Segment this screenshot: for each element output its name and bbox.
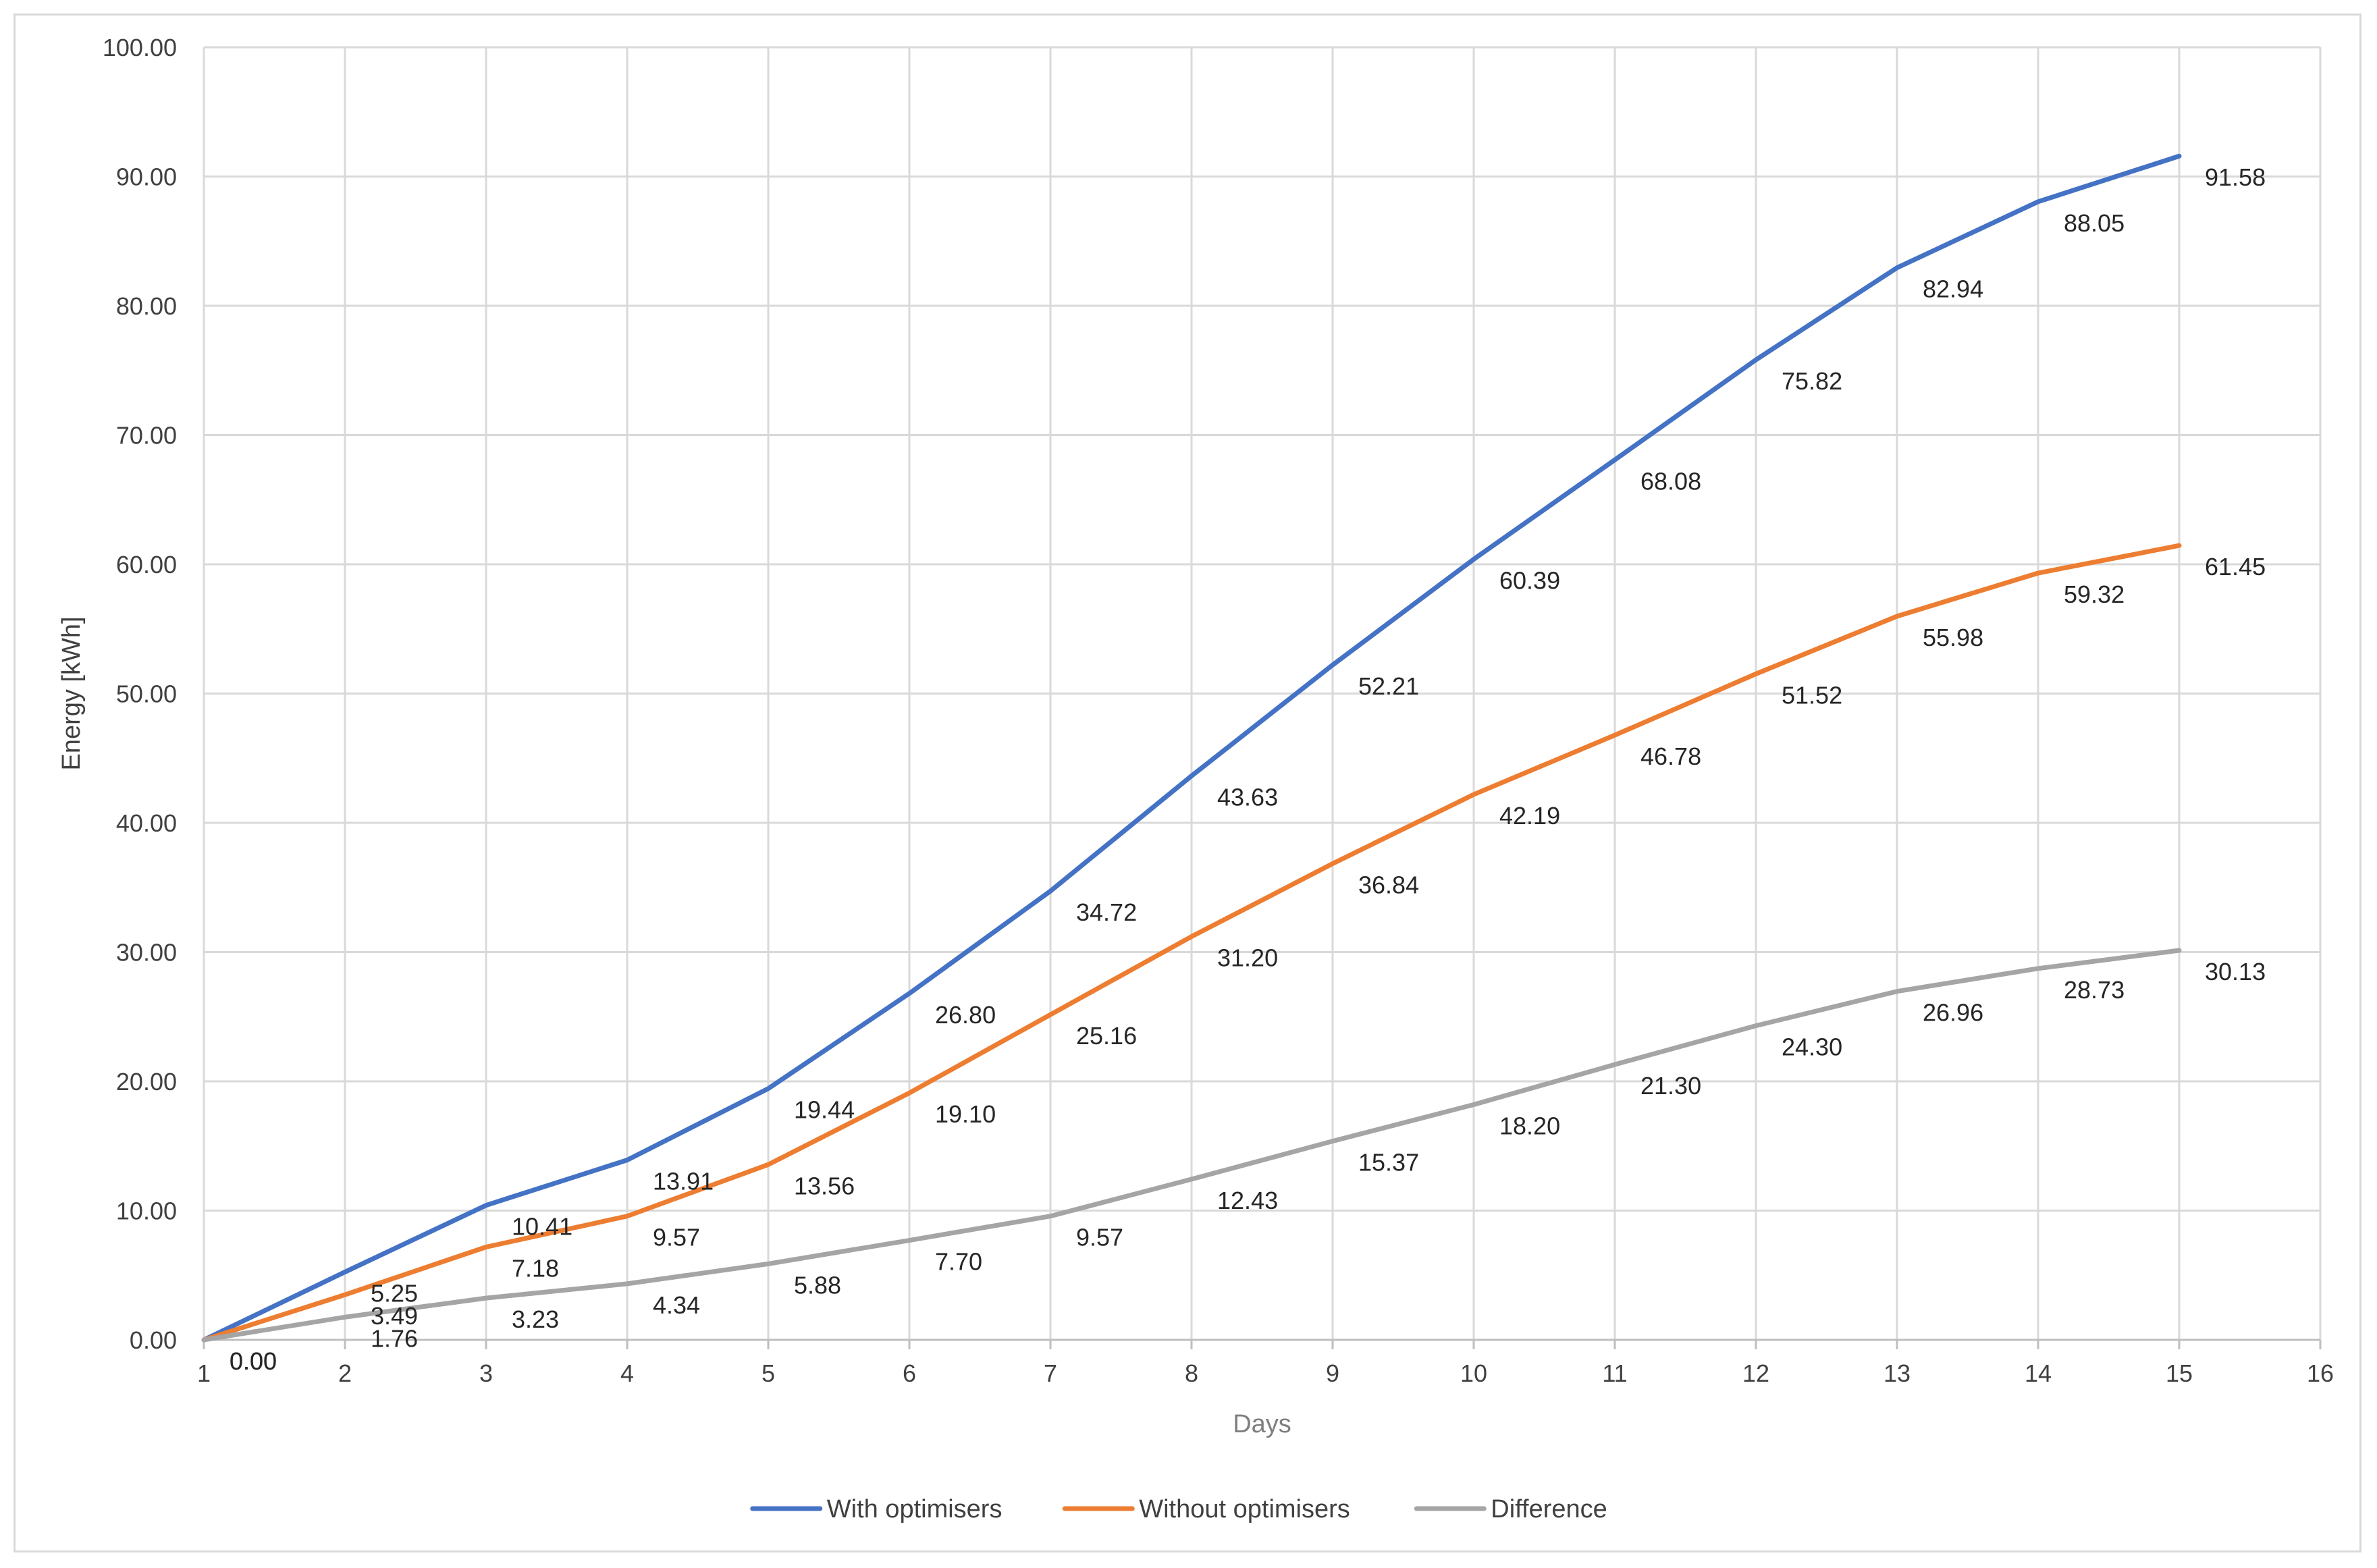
data-label: 15.37 xyxy=(1358,1149,1419,1177)
data-label: 18.20 xyxy=(1499,1112,1560,1139)
data-label: 30.13 xyxy=(2205,958,2266,985)
x-tick-label: 6 xyxy=(903,1359,916,1387)
series-line-2 xyxy=(201,948,2182,1343)
axes: 0.0010.0020.0030.0040.0050.0060.0070.008… xyxy=(103,34,2334,1387)
y-tick-label: 80.00 xyxy=(116,292,177,320)
x-tick-label: 16 xyxy=(2307,1359,2334,1387)
data-label: 9.57 xyxy=(653,1224,700,1251)
series-lines xyxy=(201,153,2182,1343)
chart-frame xyxy=(14,13,2361,1552)
legend-label: With optimisers xyxy=(827,1495,1003,1523)
y-tick-label: 0.00 xyxy=(130,1326,177,1354)
data-label: 28.73 xyxy=(2064,976,2125,1004)
data-label: 43.63 xyxy=(1217,783,1278,811)
data-label: 5.88 xyxy=(794,1271,841,1299)
x-tick-label: 11 xyxy=(1602,1359,1627,1387)
data-label: 26.80 xyxy=(935,1001,996,1029)
x-axis-title: Days xyxy=(1233,1410,1291,1438)
data-label: 7.18 xyxy=(512,1255,559,1282)
data-label: 31.20 xyxy=(1217,944,1278,972)
data-label: 52.21 xyxy=(1358,672,1419,700)
data-label: 19.10 xyxy=(935,1100,996,1128)
y-tick-label: 70.00 xyxy=(116,422,177,450)
y-tick-label: 30.00 xyxy=(116,939,177,967)
y-tick-label: 20.00 xyxy=(116,1068,177,1096)
data-label: 21.30 xyxy=(1640,1072,1701,1100)
x-tick-label: 15 xyxy=(2166,1359,2193,1387)
x-tick-label: 3 xyxy=(479,1359,493,1387)
data-label: 4.34 xyxy=(653,1291,700,1319)
data-label: 3.23 xyxy=(512,1305,559,1333)
x-tick-label: 13 xyxy=(1884,1359,1911,1387)
x-tick-label: 4 xyxy=(620,1359,634,1387)
y-tick-label: 10.00 xyxy=(116,1197,177,1225)
data-label: 60.39 xyxy=(1499,567,1560,595)
data-label: 75.82 xyxy=(1782,367,1842,395)
data-label: 59.32 xyxy=(2064,580,2125,608)
data-label: 19.44 xyxy=(794,1096,855,1124)
gridlines xyxy=(203,46,2322,1341)
x-tick-label: 7 xyxy=(1044,1359,1057,1387)
data-label: 12.43 xyxy=(1217,1187,1278,1214)
data-label: 1.76 xyxy=(371,1324,418,1352)
x-tick-label: 1 xyxy=(197,1359,211,1387)
data-label: 13.56 xyxy=(794,1172,855,1199)
data-label: 88.05 xyxy=(2064,209,2125,237)
x-tick-label: 2 xyxy=(338,1359,352,1387)
data-label: 10.41 xyxy=(512,1213,572,1241)
data-label: 25.16 xyxy=(1076,1022,1137,1050)
data-label: 55.98 xyxy=(1923,624,1983,651)
data-label: 68.08 xyxy=(1640,467,1701,495)
data-label: 36.84 xyxy=(1358,871,1419,899)
data-label: 24.30 xyxy=(1782,1033,1842,1061)
data-label: 9.57 xyxy=(1076,1224,1123,1251)
legend-label: Without optimisers xyxy=(1139,1495,1350,1523)
y-tick-label: 100.00 xyxy=(103,34,177,61)
x-tick-label: 10 xyxy=(1460,1359,1487,1387)
data-label: 7.70 xyxy=(935,1248,982,1276)
data-label: 42.19 xyxy=(1499,802,1560,830)
data-label: 82.94 xyxy=(1923,275,1983,303)
legend-label: Difference xyxy=(1491,1495,1607,1523)
data-label: 0.00 xyxy=(230,1347,277,1375)
data-label: 5.25 xyxy=(371,1279,418,1307)
data-labels: 0.00 5.25 10.41 13.91 19.44 26.80 34.72 43.63 52… xyxy=(230,163,2266,1375)
x-tick-label: 12 xyxy=(1742,1359,1769,1387)
series-line-1 xyxy=(201,543,2182,1343)
y-tick-label: 60.00 xyxy=(116,551,177,578)
x-tick-label: 8 xyxy=(1185,1359,1198,1387)
y-tick-label: 40.00 xyxy=(116,809,177,837)
y-tick-label: 50.00 xyxy=(116,680,177,708)
data-label: 51.52 xyxy=(1782,681,1842,709)
y-tick-label: 90.00 xyxy=(116,163,177,191)
data-label: 61.45 xyxy=(2205,553,2266,580)
y-axis-title: Energy [kWh] xyxy=(57,616,86,770)
data-label: 0.00 xyxy=(230,1347,277,1375)
series-line-0 xyxy=(201,153,2182,1343)
x-tick-label: 9 xyxy=(1326,1359,1339,1387)
data-label: 13.91 xyxy=(653,1168,714,1195)
legend: With optimisers Without optimisers Differe… xyxy=(750,1495,1607,1523)
data-label: 26.96 xyxy=(1923,999,1983,1027)
x-tick-label: 14 xyxy=(2025,1359,2052,1387)
data-label: 91.58 xyxy=(2205,163,2266,191)
data-label: 34.72 xyxy=(1076,898,1137,926)
data-label: 3.49 xyxy=(371,1302,418,1330)
data-label: 0.00 xyxy=(230,1347,277,1375)
x-tick-label: 5 xyxy=(762,1359,775,1387)
data-label: 46.78 xyxy=(1640,742,1701,770)
